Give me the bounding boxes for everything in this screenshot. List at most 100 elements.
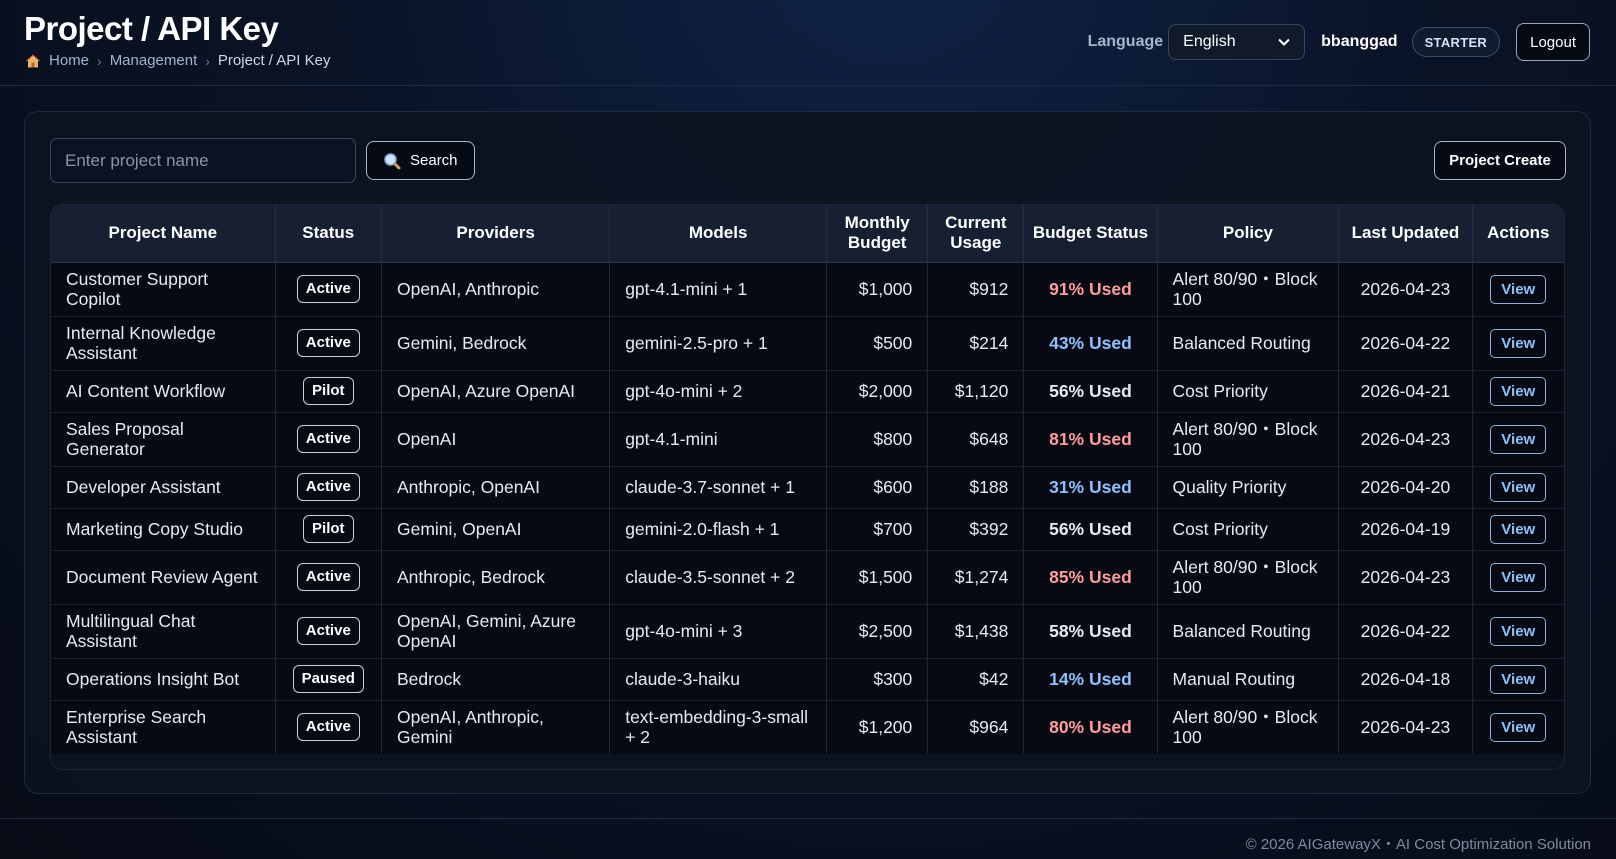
cell-providers: Bedrock <box>381 658 611 701</box>
column-header-monthly-budget[interactable]: Monthly Budget <box>826 205 929 263</box>
status-badge: Paused <box>292 665 364 693</box>
table-row[interactable]: Multilingual Chat Assistant Active OpenAI,… <box>51 604 1564 659</box>
cell-actions: View <box>1472 412 1564 467</box>
cell-monthly-budget: $2,000 <box>826 370 929 413</box>
column-header-providers[interactable]: Providers <box>381 205 611 263</box>
cell-budget-status: 85% Used <box>1023 550 1158 605</box>
cell-last-updated: 2026-04-23 <box>1338 550 1473 605</box>
cell-actions: View <box>1472 508 1564 551</box>
status-badge: Pilot <box>303 377 354 405</box>
table-row[interactable]: Customer Support Copilot Active OpenAI, An… <box>51 262 1564 317</box>
cell-last-updated: 2026-04-22 <box>1338 316 1473 371</box>
column-header-last-updated[interactable]: Last Updated <box>1338 205 1473 263</box>
cell-status: Active <box>275 466 382 509</box>
cell-monthly-budget: $500 <box>826 316 929 371</box>
cell-actions: View <box>1472 700 1564 754</box>
column-header-project-name[interactable]: Project Name <box>51 205 276 263</box>
view-button[interactable]: View <box>1490 514 1547 544</box>
cell-policy: Balanced Routing <box>1157 604 1340 659</box>
cell-status: Active <box>275 262 382 317</box>
breadcrumb-separator-icon: › <box>97 52 102 69</box>
table-row[interactable]: Operations Insight Bot Paused Bedrock claud… <box>51 658 1564 701</box>
plan-badge: STARTER <box>1411 27 1501 57</box>
cell-project-name: Marketing Copy Studio <box>51 508 276 551</box>
cell-monthly-budget: $1,000 <box>826 262 929 317</box>
cell-project-name: Customer Support Copilot <box>51 262 276 317</box>
app-header: Project / API Key Home › Management › Pr… <box>0 0 1616 86</box>
cell-last-updated: 2026-04-19 <box>1338 508 1473 551</box>
cell-actions: View <box>1472 466 1564 509</box>
view-button[interactable]: View <box>1490 472 1547 502</box>
cell-current-usage: $1,438 <box>927 604 1025 659</box>
search-button[interactable]: Search <box>366 141 475 180</box>
cell-status: Active <box>275 412 382 467</box>
language-select[interactable]: English <box>1168 24 1306 60</box>
logout-button[interactable]: Logout <box>1516 23 1590 61</box>
cell-project-name: Enterprise Search Assistant <box>51 700 276 754</box>
view-button[interactable]: View <box>1490 328 1547 358</box>
project-create-button[interactable]: Project Create <box>1434 141 1566 180</box>
view-button[interactable]: View <box>1490 664 1547 694</box>
view-button[interactable]: View <box>1490 274 1547 304</box>
table-row[interactable]: Enterprise Search Assistant Active OpenAI,… <box>51 700 1564 754</box>
language-label: Language <box>1087 33 1164 50</box>
cell-providers: Anthropic, Bedrock <box>381 550 611 605</box>
cell-current-usage: $1,120 <box>927 370 1025 413</box>
cell-budget-status: 91% Used <box>1023 262 1158 317</box>
cell-budget-status: 31% Used <box>1023 466 1158 509</box>
view-button[interactable]: View <box>1490 376 1547 406</box>
cell-policy: Alert 80/90・Block 100 <box>1157 550 1340 605</box>
view-button[interactable]: View <box>1490 562 1547 592</box>
table-row[interactable]: Document Review Agent Active Anthropic, Be… <box>51 550 1564 605</box>
cell-actions: View <box>1472 604 1564 659</box>
cell-providers: Gemini, Bedrock <box>381 316 611 371</box>
cell-actions: View <box>1472 658 1564 701</box>
cell-actions: View <box>1472 370 1564 413</box>
footer: © 2026 AIGatewayX・AI Cost Optimization S… <box>0 818 1616 859</box>
breadcrumb-home-link[interactable]: Home <box>49 52 90 69</box>
cell-monthly-budget: $2,500 <box>826 604 929 659</box>
cell-providers: OpenAI, Anthropic, Gemini <box>381 700 611 754</box>
status-badge: Active <box>296 275 360 303</box>
view-button[interactable]: View <box>1490 616 1547 646</box>
cell-current-usage: $188 <box>927 466 1025 509</box>
view-button[interactable]: View <box>1490 424 1547 454</box>
status-badge: Active <box>296 713 360 742</box>
breadcrumb-management-link[interactable]: Management <box>109 52 198 69</box>
cell-policy: Alert 80/90・Block 100 <box>1157 262 1340 317</box>
cell-status: Paused <box>275 658 382 701</box>
cell-providers: Anthropic, OpenAI <box>381 466 611 509</box>
cell-policy: Quality Priority <box>1157 466 1340 509</box>
language-select-value: English <box>1183 33 1236 50</box>
table-row[interactable]: Internal Knowledge Assistant Active Gemini… <box>51 316 1564 371</box>
column-header-status[interactable]: Status <box>275 205 382 263</box>
column-header-models[interactable]: Models <box>609 205 828 263</box>
view-button[interactable]: View <box>1490 712 1547 742</box>
cell-policy: Alert 80/90・Block 100 <box>1157 700 1340 754</box>
cell-project-name: AI Content Workflow <box>51 370 276 413</box>
table-row[interactable]: Developer Assistant Active Anthropic, Open… <box>51 466 1564 509</box>
cell-models: claude-3-haiku <box>609 658 828 701</box>
cell-providers: OpenAI, Anthropic <box>381 262 611 317</box>
table-header-row: Project Name Status Providers Models Mon… <box>51 205 1564 263</box>
column-header-policy[interactable]: Policy <box>1157 205 1340 263</box>
table-row[interactable]: AI Content Workflow Pilot OpenAI, Azure Op… <box>51 370 1564 413</box>
breadcrumb-current: Project / API Key <box>217 52 331 69</box>
cell-project-name: Internal Knowledge Assistant <box>51 316 276 371</box>
cell-status: Active <box>275 604 382 659</box>
cell-project-name: Developer Assistant <box>51 466 276 509</box>
column-header-actions: Actions <box>1472 205 1564 263</box>
cell-monthly-budget: $1,500 <box>826 550 929 605</box>
search-button-label: Search <box>410 152 458 169</box>
cell-budget-status: 58% Used <box>1023 604 1158 659</box>
column-header-budget-status[interactable]: Budget Status <box>1023 205 1158 263</box>
table-row[interactable]: Sales Proposal Generator Active OpenAI gpt-… <box>51 412 1564 467</box>
table-row[interactable]: Marketing Copy Studio Pilot Gemini, OpenAI… <box>51 508 1564 551</box>
cell-last-updated: 2026-04-23 <box>1338 700 1473 754</box>
cell-current-usage: $964 <box>927 700 1025 754</box>
project-search-input[interactable]: Enter project name <box>50 138 356 183</box>
search-icon <box>384 152 401 169</box>
column-header-current-usage[interactable]: Current Usage <box>927 205 1025 263</box>
cell-current-usage: $648 <box>927 412 1025 467</box>
cell-status: Active <box>275 700 382 754</box>
